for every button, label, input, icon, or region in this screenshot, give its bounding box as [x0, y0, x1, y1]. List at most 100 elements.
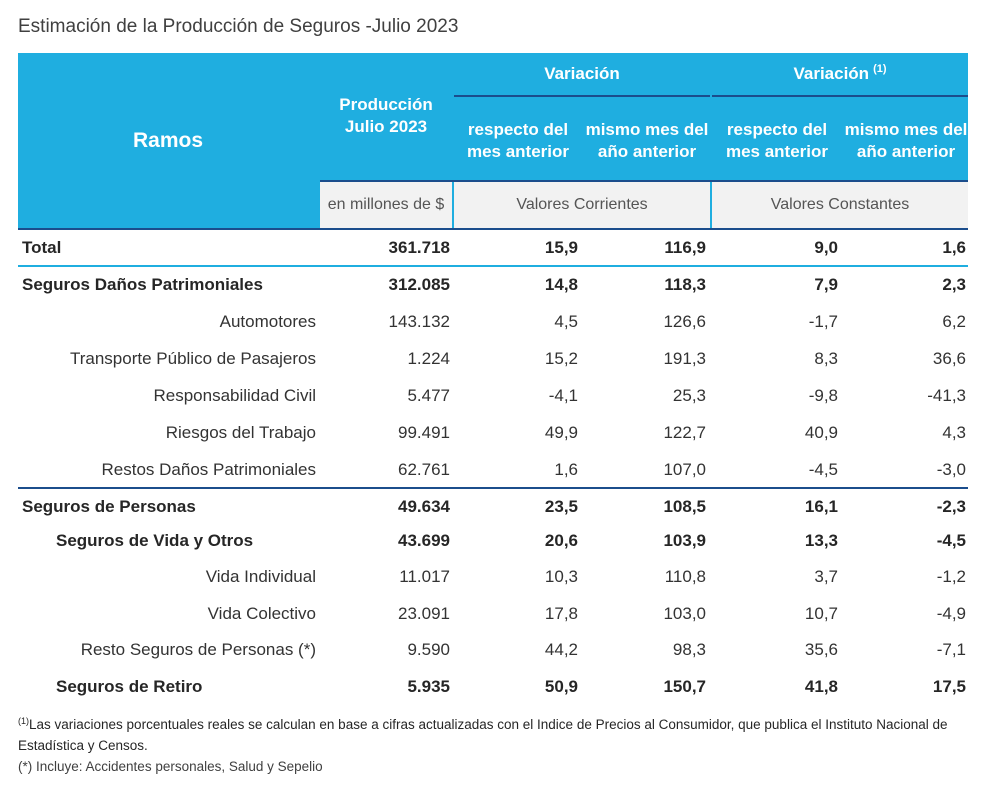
- cell-variacion-mes-anterior-corrientes: 15,2: [544, 349, 578, 368]
- cell-variacion-mes-anterior-constantes: 40,9: [804, 423, 838, 442]
- table-row: Seguros de Vida y Otros 43.699 20,6 103,9 13…: [18, 523, 968, 559]
- cell-variacion-mes-anterior-constantes: 13,3: [804, 531, 838, 550]
- header-respecto-mes-anterior-constantes: respecto del mes anterior: [725, 120, 829, 161]
- header-rule-constantes: [712, 95, 968, 97]
- cell-variacion-anio-anterior-constantes: -4,5: [936, 531, 966, 550]
- cell-variacion-anio-anterior-constantes: -7,1: [936, 640, 966, 659]
- cell-variacion-anio-anterior-corrientes: 107,0: [663, 460, 706, 479]
- cell-variacion-mes-anterior-corrientes: 50,9: [544, 677, 578, 696]
- row-label: Transporte Público de Pasajeros: [69, 349, 316, 368]
- row-label: Resto Seguros de Personas (*): [80, 640, 316, 659]
- section-rule: [18, 487, 968, 489]
- table-row: Total 361.718 15,9 116,9 9,0 1,6: [18, 230, 968, 266]
- cell-produccion: 5.935: [407, 677, 450, 696]
- table-row: Automotores 143.132 4,5 126,6 -1,7 6,2: [18, 304, 968, 340]
- cell-variacion-anio-anterior-corrientes: 98,3: [672, 640, 706, 659]
- footnote-1: (1)Las variaciones porcentuales reales s…: [18, 711, 968, 756]
- cell-produccion: 1.224: [407, 349, 450, 368]
- cell-variacion-mes-anterior-corrientes: 4,5: [554, 312, 578, 331]
- table-row: Restos Daños Patrimoniales 62.761 1,6 107,0…: [18, 452, 968, 488]
- header-valores-constantes: Valores Constantes: [712, 181, 968, 228]
- cell-variacion-anio-anterior-constantes: -41,3: [927, 386, 966, 405]
- cell-variacion-mes-anterior-corrientes: 23,5: [544, 497, 578, 516]
- cell-variacion-anio-anterior-constantes: -3,0: [936, 460, 966, 479]
- page-title: Estimación de la Producción de Seguros -…: [18, 16, 459, 37]
- header-mismo-mes-anio-anterior-constantes: mismo mes del año anterior: [844, 120, 968, 161]
- table-row: Seguros de Personas 49.634 23,5 108,5 16,1 -2…: [18, 489, 968, 525]
- footnote-1-mark: (1): [18, 716, 29, 726]
- cell-variacion-mes-anterior-constantes: -9,8: [808, 386, 838, 405]
- cell-variacion-mes-anterior-corrientes: 44,2: [544, 640, 578, 659]
- cell-variacion-anio-anterior-corrientes: 103,0: [663, 604, 706, 623]
- section-rule: [18, 265, 968, 267]
- cell-variacion-mes-anterior-constantes: 41,8: [804, 677, 838, 696]
- row-label: Vida Individual: [205, 567, 316, 586]
- cell-produccion: 5.477: [407, 386, 450, 405]
- cell-variacion-mes-anterior-constantes: 16,1: [804, 497, 838, 516]
- cell-variacion-anio-anterior-corrientes: 122,7: [663, 423, 706, 442]
- cell-variacion-anio-anterior-corrientes: 116,9: [664, 238, 706, 257]
- cell-variacion-mes-anterior-corrientes: 15,9: [544, 238, 578, 257]
- cell-variacion-anio-anterior-constantes: -4,9: [936, 604, 966, 623]
- cell-produccion: 11.017: [399, 567, 450, 586]
- cell-produccion: 312.085: [388, 275, 450, 294]
- table-row: Vida Individual 11.017 10,3 110,8 3,7 -1,2: [18, 559, 968, 595]
- row-label: Automotores: [219, 312, 316, 331]
- cell-variacion-anio-anterior-constantes: 4,3: [942, 423, 966, 442]
- cell-variacion-anio-anterior-corrientes: 126,6: [663, 312, 706, 331]
- cell-variacion-mes-anterior-corrientes: 14,8: [544, 275, 578, 294]
- cell-variacion-anio-anterior-corrientes: 118,3: [664, 275, 706, 294]
- header-rule-subheader: [320, 180, 968, 182]
- cell-produccion: 49.634: [398, 497, 450, 516]
- row-label: Restos Daños Patrimoniales: [101, 460, 316, 479]
- cell-produccion: 43.699: [398, 531, 450, 550]
- table-row: Riesgos del Trabajo 99.491 49,9 122,7 40,9 4,…: [18, 415, 968, 451]
- cell-variacion-anio-anterior-corrientes: 103,9: [663, 531, 706, 550]
- table-row: Transporte Público de Pasajeros 1.224 15,2…: [18, 341, 968, 377]
- row-label: Riesgos del Trabajo: [165, 423, 316, 442]
- cell-variacion-mes-anterior-constantes: 10,7: [804, 604, 838, 623]
- header-produccion: Producción Julio 2023: [339, 95, 433, 136]
- table-row: Resto Seguros de Personas (*) 9.590 44,2 98…: [18, 632, 968, 668]
- cell-produccion: 99.491: [398, 423, 450, 442]
- cell-produccion: 143.132: [388, 312, 450, 331]
- cell-variacion-anio-anterior-constantes: -1,2: [936, 567, 966, 586]
- row-label: Seguros Daños Patrimoniales: [22, 275, 263, 294]
- header-ramos: Ramos: [132, 128, 204, 152]
- cell-variacion-anio-anterior-constantes: -2,3: [936, 497, 966, 516]
- cell-variacion-mes-anterior-corrientes: 10,3: [544, 567, 578, 586]
- header-variacion-note-mark: (1): [873, 63, 887, 75]
- cell-variacion-mes-anterior-corrientes: 49,9: [544, 423, 578, 442]
- table-row: Seguros de Retiro 5.935 50,9 150,7 41,8 17,5: [18, 669, 968, 705]
- header-rule-corrientes: [454, 95, 710, 97]
- cell-variacion-anio-anterior-corrientes: 191,3: [663, 349, 706, 368]
- row-label: Responsabilidad Civil: [153, 386, 316, 405]
- cell-variacion-mes-anterior-constantes: 8,3: [814, 349, 838, 368]
- cell-variacion-anio-anterior-constantes: 17,5: [932, 677, 966, 696]
- table-row: Vida Colectivo 23.091 17,8 103,0 10,7 -4,9: [18, 596, 968, 632]
- footnote-2: (*) Incluye: Accidentes personales, Salu…: [18, 759, 323, 774]
- cell-variacion-mes-anterior-corrientes: 20,6: [544, 531, 578, 550]
- cell-variacion-anio-anterior-corrientes: 150,7: [663, 677, 706, 696]
- header-variacion-constantes-label: Variación: [793, 64, 870, 83]
- cell-variacion-anio-anterior-corrientes: 108,5: [663, 497, 706, 516]
- table-row: Responsabilidad Civil 5.477 -4,1 25,3 -9,8 -4…: [18, 378, 968, 414]
- cell-variacion-anio-anterior-constantes: 6,2: [942, 312, 966, 331]
- header-mismo-mes-anio-anterior-corrientes: mismo mes del año anterior: [585, 120, 709, 161]
- cell-variacion-mes-anterior-constantes: 7,9: [814, 275, 838, 294]
- cell-variacion-mes-anterior-constantes: -4,5: [808, 460, 838, 479]
- row-label: Seguros de Vida y Otros: [56, 531, 254, 550]
- cell-produccion: 23.091: [398, 604, 450, 623]
- row-label: Seguros de Retiro: [56, 677, 203, 696]
- cell-produccion: 62.761: [398, 460, 450, 479]
- table-row: Seguros Daños Patrimoniales 312.085 14,8 11…: [18, 267, 968, 303]
- row-label: Vida Colectivo: [207, 604, 316, 623]
- cell-variacion-mes-anterior-constantes: 9,0: [814, 238, 838, 257]
- header-respecto-mes-anterior-corrientes: respecto del mes anterior: [466, 120, 570, 161]
- cell-variacion-anio-anterior-corrientes: 25,3: [672, 386, 706, 405]
- cell-variacion-mes-anterior-constantes: -1,7: [808, 312, 838, 331]
- header-variacion-constantes: Variación (1): [712, 53, 968, 95]
- header-bottom-rule: [18, 228, 968, 230]
- cell-produccion: 361.718: [388, 238, 450, 257]
- header-unit: en millones de $: [320, 181, 452, 228]
